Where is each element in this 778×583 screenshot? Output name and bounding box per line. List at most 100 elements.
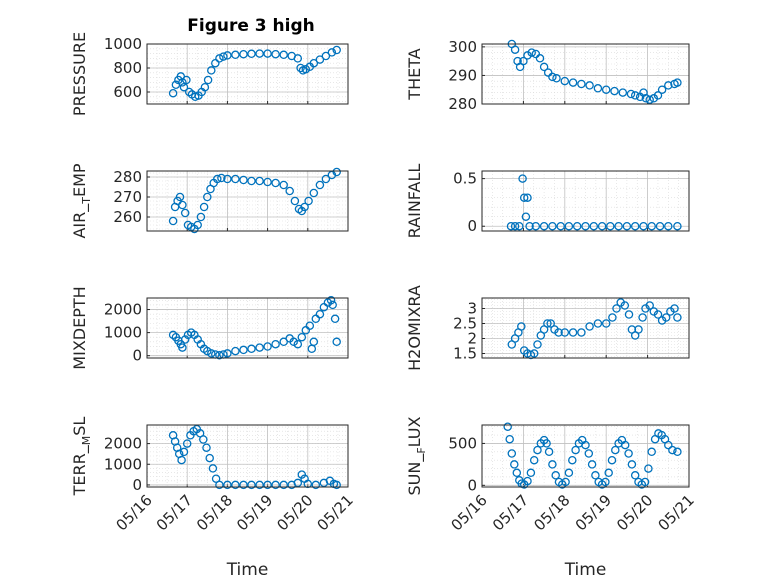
- data-point: [634, 325, 643, 334]
- data-point: [624, 449, 633, 458]
- data-point: [518, 174, 527, 183]
- data-point: [556, 221, 565, 231]
- data-point: [271, 480, 280, 490]
- data-point: [673, 78, 682, 87]
- data-point: [271, 178, 280, 188]
- axes-box: [481, 297, 690, 359]
- data-point: [523, 476, 532, 486]
- data-point: [175, 192, 185, 202]
- data-point: [196, 212, 206, 222]
- data-point: [239, 480, 248, 490]
- data-point: [640, 477, 650, 487]
- data-point: [231, 480, 240, 490]
- data-point: [577, 79, 586, 89]
- data-point: [179, 447, 189, 457]
- y-axis-label: RAINFALL: [405, 164, 424, 239]
- y-tick-label: 280: [448, 95, 477, 113]
- data-point: [533, 445, 542, 455]
- x-axis-label: Time: [564, 560, 607, 580]
- data-point: [328, 300, 337, 310]
- data-point: [300, 202, 309, 212]
- subplot-p3: 0 0.5 RAINFALL: [405, 164, 690, 239]
- data-point: [223, 174, 232, 184]
- data-point: [653, 310, 663, 319]
- data-point: [612, 304, 621, 313]
- y-tick-label: 0: [467, 476, 477, 494]
- data-point: [247, 49, 256, 59]
- data-point: [551, 471, 560, 480]
- data-point: [627, 460, 637, 469]
- data-point: [263, 177, 272, 187]
- y-tick-label: 800: [113, 59, 142, 77]
- x-tick-label: 05/20: [613, 491, 656, 534]
- data-point: [564, 221, 574, 231]
- data-point: [527, 48, 536, 57]
- data-point: [641, 94, 651, 103]
- data-point: [593, 84, 603, 93]
- y-axis-label: H2OMIXRA: [405, 285, 424, 371]
- x-tick-label: 05/16: [448, 491, 491, 534]
- data-point: [207, 66, 216, 75]
- data-point: [601, 85, 611, 94]
- data-point: [531, 49, 541, 59]
- data-point: [199, 202, 209, 212]
- x-tick-label: 05/17: [489, 491, 532, 534]
- x-tick-label: 05/18: [193, 491, 236, 534]
- data-point: [178, 200, 187, 210]
- data-point: [182, 439, 192, 448]
- data-point: [205, 453, 214, 463]
- data-point: [332, 167, 341, 177]
- data-point: [601, 477, 610, 487]
- data-point: [279, 480, 288, 490]
- data-point: [591, 471, 600, 480]
- x-tick-label: 05/19: [572, 491, 615, 534]
- data-point: [297, 332, 307, 342]
- data-point: [539, 221, 549, 231]
- subplot-p1: 280 290 300 THETA: [405, 38, 690, 113]
- data-point: [271, 339, 280, 349]
- x-tick-label: 05/21: [655, 491, 698, 534]
- data-point: [223, 480, 232, 490]
- data-point: [670, 304, 679, 313]
- data-point: [330, 314, 340, 324]
- data-point: [223, 349, 232, 358]
- data-point: [207, 349, 216, 358]
- data-point: [231, 346, 240, 356]
- data-point: [572, 221, 582, 231]
- data-point: [326, 296, 336, 305]
- data-point: [279, 50, 288, 60]
- data-point: [510, 460, 519, 469]
- data-point: [231, 50, 240, 60]
- data-point: [512, 468, 522, 478]
- data-point: [620, 440, 630, 450]
- data-point: [519, 193, 529, 202]
- y-tick-label: 260: [113, 208, 142, 226]
- figure-title: Figure 3 high: [187, 16, 315, 36]
- data-point: [647, 447, 656, 457]
- y-tick-label: 2: [467, 330, 477, 348]
- axes-box: [146, 43, 349, 105]
- data-point: [647, 221, 656, 231]
- y-tick-label: 600: [113, 83, 142, 101]
- y-tick-label: 0.5: [453, 170, 477, 188]
- axes-box: [146, 170, 349, 232]
- y-tick-label: 3: [467, 300, 477, 318]
- data-point: [664, 440, 673, 450]
- data-point: [208, 464, 218, 473]
- y-tick-label: 1000: [104, 324, 142, 342]
- data-point: [526, 468, 536, 478]
- data-point: [614, 221, 623, 231]
- data-point: [668, 445, 677, 455]
- data-point: [552, 74, 561, 83]
- data-point: [568, 328, 578, 337]
- data-point: [581, 440, 590, 450]
- data-point: [626, 89, 636, 99]
- axes-box: [481, 43, 690, 105]
- data-point: [296, 63, 305, 73]
- data-point: [645, 301, 654, 310]
- data-point: [548, 221, 557, 231]
- data-point: [568, 455, 577, 465]
- data-point: [638, 313, 647, 322]
